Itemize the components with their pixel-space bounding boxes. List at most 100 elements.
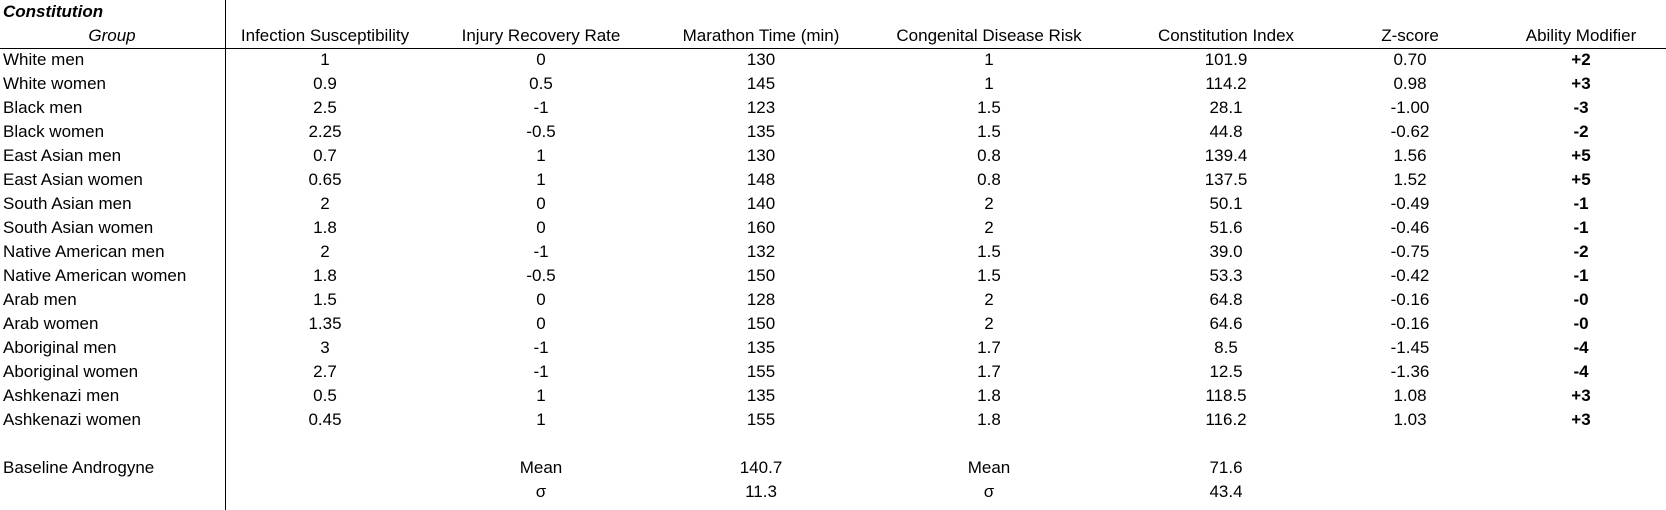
sheet-title: Constitution: [3, 2, 104, 21]
cell-value: 0.9: [313, 74, 337, 93]
cell-value: 44.8: [1209, 122, 1243, 141]
cell-value: 2: [984, 218, 994, 237]
cell-value: 1.8: [977, 410, 1001, 429]
row-label: Black men: [3, 98, 83, 117]
cell-value: 0.98: [1393, 74, 1427, 93]
cell-value: 1.7: [977, 338, 1001, 357]
cell-value: 1.5: [313, 290, 337, 309]
cell-value: 2: [984, 194, 994, 213]
cell-value: 114.2: [1205, 74, 1247, 93]
row-label: White women: [3, 74, 106, 93]
header-rule: [0, 48, 1666, 49]
cell-value: 0: [536, 290, 546, 309]
summary-value: 11.3: [745, 482, 777, 501]
cell-value: 0.45: [308, 410, 342, 429]
cell-value: -4: [1573, 362, 1589, 381]
column-header: Ability Modifier: [1525, 26, 1637, 45]
summary-value: σ: [983, 482, 995, 501]
cell-value: 1.7: [977, 362, 1001, 381]
cell-value: 1.52: [1393, 170, 1427, 189]
cell-value: 2.25: [308, 122, 342, 141]
cell-value: -1: [1573, 194, 1589, 213]
row-label: East Asian men: [3, 146, 122, 165]
cell-value: -1.45: [1390, 338, 1430, 357]
cell-value: 148: [746, 170, 776, 189]
summary-value: 43.4: [1209, 482, 1243, 501]
cell-value: 2: [320, 242, 330, 261]
cell-value: 0: [536, 314, 546, 333]
summary-value: 71.6: [1209, 458, 1243, 477]
cell-value: 64.6: [1209, 314, 1243, 333]
cell-value: 150: [746, 266, 776, 285]
cell-value: 2: [984, 314, 994, 333]
cell-value: -3: [1573, 98, 1589, 117]
column-divider: [225, 0, 226, 510]
cell-value: 0.65: [308, 170, 342, 189]
cell-value: 155: [746, 410, 776, 429]
cell-value: -0.46: [1390, 218, 1430, 237]
cell-value: +5: [1571, 146, 1591, 165]
cell-value: 145: [746, 74, 776, 93]
cell-value: +3: [1571, 386, 1591, 405]
row-label: South Asian men: [3, 194, 132, 213]
cell-value: 1.5: [977, 266, 1001, 285]
cell-value: -0: [1573, 314, 1589, 333]
cell-value: 118.5: [1205, 386, 1247, 405]
summary-value: Mean: [967, 458, 1011, 477]
cell-value: 130: [746, 50, 776, 69]
cell-value: 64.8: [1209, 290, 1243, 309]
cell-value: -0.62: [1390, 122, 1430, 141]
cell-value: 0.70: [1393, 50, 1427, 69]
cell-value: 0.5: [313, 386, 337, 405]
cell-value: 150: [746, 314, 776, 333]
cell-value: 139.4: [1204, 146, 1248, 165]
cell-value: +3: [1571, 74, 1591, 93]
row-label: East Asian women: [3, 170, 143, 189]
cell-value: -2: [1573, 242, 1589, 261]
cell-value: -1: [533, 98, 549, 117]
summary-value: 140.7: [739, 458, 783, 477]
cell-value: -1: [1573, 266, 1589, 285]
cell-value: -0.5: [526, 122, 556, 141]
cell-value: 160: [746, 218, 776, 237]
cell-value: -1.36: [1390, 362, 1430, 381]
summary-value: Mean: [519, 458, 563, 477]
cell-value: 1.08: [1393, 386, 1427, 405]
cell-value: +3: [1571, 410, 1591, 429]
row-label: Black women: [3, 122, 105, 141]
cell-value: 0.5: [529, 74, 553, 93]
cell-value: -1: [533, 338, 549, 357]
column-header: Group: [88, 26, 136, 45]
cell-value: 1.5: [977, 122, 1001, 141]
cell-value: 155: [746, 362, 776, 381]
row-label: Aboriginal men: [3, 338, 117, 357]
cell-value: -0.16: [1390, 314, 1430, 333]
cell-value: -0: [1573, 290, 1589, 309]
cell-value: +5: [1571, 170, 1591, 189]
cell-value: 0: [536, 194, 546, 213]
cell-value: 50.1: [1209, 194, 1243, 213]
cell-value: 123: [746, 98, 776, 117]
cell-value: 12.5: [1209, 362, 1243, 381]
cell-value: -4: [1573, 338, 1589, 357]
column-header: Congenital Disease Risk: [896, 26, 1082, 45]
cell-value: 1.03: [1393, 410, 1427, 429]
column-header: Z-score: [1381, 26, 1439, 45]
row-label: White men: [3, 50, 85, 69]
cell-value: 2: [320, 194, 330, 213]
cell-value: -0.49: [1390, 194, 1430, 213]
row-label: Native American men: [3, 242, 165, 261]
cell-value: -0.42: [1390, 266, 1430, 285]
cell-value: 2.5: [313, 98, 337, 117]
cell-value: 28.1: [1209, 98, 1243, 117]
cell-value: -2: [1573, 122, 1589, 141]
cell-value: 1: [536, 386, 546, 405]
column-header: Constitution Index: [1157, 26, 1295, 45]
cell-value: 3: [320, 338, 330, 357]
cell-value: 1: [536, 146, 546, 165]
cell-value: 135: [746, 122, 776, 141]
cell-value: 0.8: [977, 146, 1001, 165]
row-label: Ashkenazi women: [3, 410, 141, 429]
row-label: Aboriginal women: [3, 362, 139, 381]
